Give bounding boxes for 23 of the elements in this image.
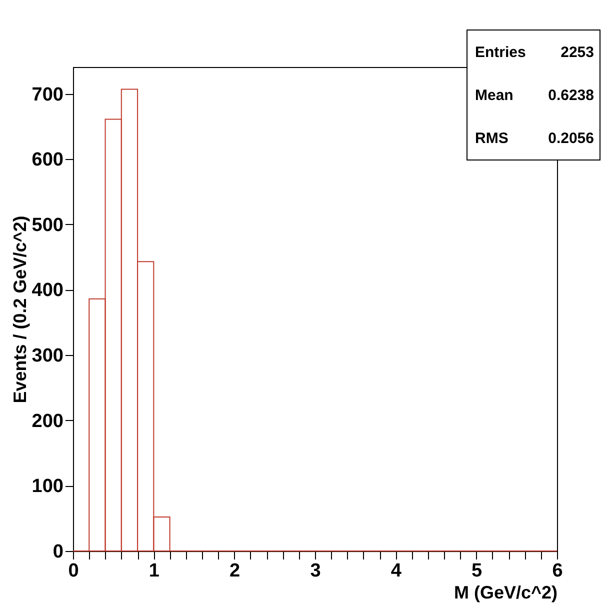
- x-tick-label: 4: [390, 560, 402, 582]
- y-tick-label: 0: [52, 542, 64, 562]
- x-tick-label: 1: [148, 560, 160, 582]
- annotation: Mean: [475, 87, 514, 104]
- y-tick-label: 200: [32, 410, 64, 432]
- x-tick-label: 2: [230, 560, 240, 582]
- y-tick-label: 500: [32, 214, 64, 236]
- y-tick-label: 400: [32, 280, 64, 302]
- text: Entries: [475, 44, 526, 61]
- y-tick-label: 700: [32, 84, 64, 106]
- y-tick-label: 600: [32, 150, 64, 171]
- annotation: RMS: [475, 130, 508, 147]
- x-tick-label: 5: [472, 560, 483, 582]
- y-tick-label: 100: [32, 476, 64, 498]
- annotation: 0.6238: [548, 87, 594, 104]
- annotation: 0.2056: [548, 130, 594, 147]
- x-tick-label: 6: [552, 560, 563, 582]
- text: 2253: [560, 44, 594, 61]
- y-tick-label: 300: [32, 346, 64, 367]
- y-axis-title: Events / (0.2 GeV/c^2): [10, 216, 30, 404]
- x-tick-label: 0: [68, 560, 79, 582]
- x-tick-label: 3: [310, 560, 321, 582]
- x-axis-title: M (GeV/c^2): [454, 582, 558, 602]
